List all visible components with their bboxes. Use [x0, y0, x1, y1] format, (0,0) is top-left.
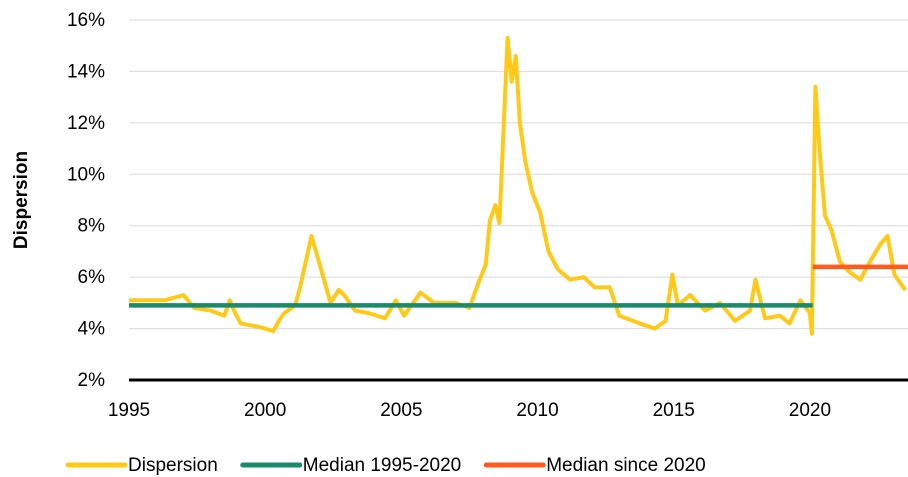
y-axis-title: Dispersion: [11, 151, 32, 249]
y-tick-label: 14%: [67, 61, 105, 82]
y-tick-label: 16%: [67, 10, 105, 31]
y-tick-label: 6%: [78, 267, 106, 288]
x-tick-label: 2020: [789, 400, 831, 421]
x-tick-label: 2015: [653, 400, 695, 421]
series-line: [129, 36, 907, 336]
legend-label: Median 1995-2020: [303, 455, 461, 476]
y-tick-label: 8%: [78, 216, 106, 237]
y-tick-label: 10%: [67, 164, 105, 185]
legend-label: Dispersion: [128, 455, 218, 476]
x-tick-label: 2010: [516, 400, 558, 421]
x-tick-label: 2005: [380, 400, 422, 421]
legend-label: Median since 2020: [546, 455, 706, 476]
y-tick-label: 4%: [78, 319, 106, 340]
y-tick-label: 12%: [67, 113, 105, 134]
x-tick-label: 2000: [244, 400, 286, 421]
x-tick-label: 1995: [108, 400, 150, 421]
y-tick-label: 2%: [78, 370, 106, 391]
